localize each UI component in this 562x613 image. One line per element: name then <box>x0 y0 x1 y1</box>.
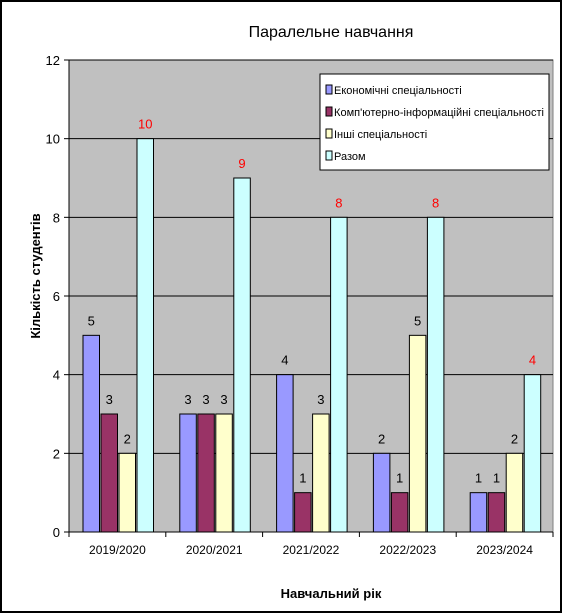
data-label: 3 <box>202 392 209 407</box>
legend-label: Разом <box>334 151 366 163</box>
bar <box>469 492 488 533</box>
data-label: 1 <box>396 471 403 486</box>
bar <box>118 452 136 533</box>
data-label: 4 <box>529 353 536 368</box>
data-label: 2 <box>511 431 518 446</box>
bar <box>487 492 506 533</box>
bar <box>523 374 542 533</box>
bar <box>233 177 251 533</box>
y-tick-label: 0 <box>53 525 60 540</box>
bar <box>330 216 348 533</box>
x-tick-label: 2020/2021 <box>186 543 243 557</box>
bar <box>197 413 215 533</box>
data-label: 3 <box>184 392 191 407</box>
y-tick-label: 10 <box>46 132 60 147</box>
legend-label: Інші спеціальності <box>334 129 427 141</box>
data-label: 1 <box>493 471 500 486</box>
bar <box>408 334 427 533</box>
y-tick-label: 2 <box>53 446 60 461</box>
data-label: 1 <box>299 471 306 486</box>
data-label: 9 <box>238 156 245 171</box>
bar <box>312 413 330 533</box>
legend-swatch <box>325 150 333 161</box>
legend-label: Економічні спеціальності <box>334 85 462 97</box>
data-label: 2 <box>378 431 385 446</box>
legend-box <box>319 73 550 171</box>
data-label: 4 <box>281 353 288 368</box>
legend-swatch <box>325 106 333 117</box>
bar <box>505 452 524 533</box>
y-tick-label: 6 <box>53 289 60 304</box>
legend-swatch <box>325 84 333 95</box>
x-axis-title: Навчальний рік <box>281 586 382 601</box>
data-label: 8 <box>335 195 342 210</box>
bar <box>179 413 197 533</box>
bar <box>100 413 118 533</box>
x-tick-label: 2021/2022 <box>283 543 340 557</box>
bar <box>294 492 312 533</box>
bar <box>276 374 294 533</box>
bar <box>372 452 391 533</box>
y-axis-title: Кількість студентів <box>28 213 43 338</box>
data-label: 10 <box>138 117 152 132</box>
chart-title: Паралельне навчання <box>249 24 414 41</box>
data-label: 3 <box>220 392 227 407</box>
y-tick-label: 12 <box>46 53 60 68</box>
data-label: 5 <box>414 313 421 328</box>
bar <box>136 138 154 533</box>
y-tick-label: 8 <box>53 210 60 225</box>
x-tick-label: 2022/2023 <box>379 543 436 557</box>
x-tick-label: 2019/2020 <box>89 543 146 557</box>
bar <box>82 334 100 533</box>
data-label: 5 <box>88 313 95 328</box>
data-label: 3 <box>106 392 113 407</box>
bar <box>215 413 233 533</box>
y-tick-label: 4 <box>53 368 60 383</box>
bar <box>426 216 445 533</box>
data-label: 2 <box>124 431 131 446</box>
bar <box>390 492 409 533</box>
data-label: 8 <box>432 195 439 210</box>
data-label: 1 <box>475 471 482 486</box>
x-tick-label: 2023/2024 <box>476 543 533 557</box>
data-label: 3 <box>317 392 324 407</box>
legend-label: Комп'ютерно-інформаційні спеціальності <box>334 107 544 119</box>
legend-swatch <box>325 128 333 139</box>
